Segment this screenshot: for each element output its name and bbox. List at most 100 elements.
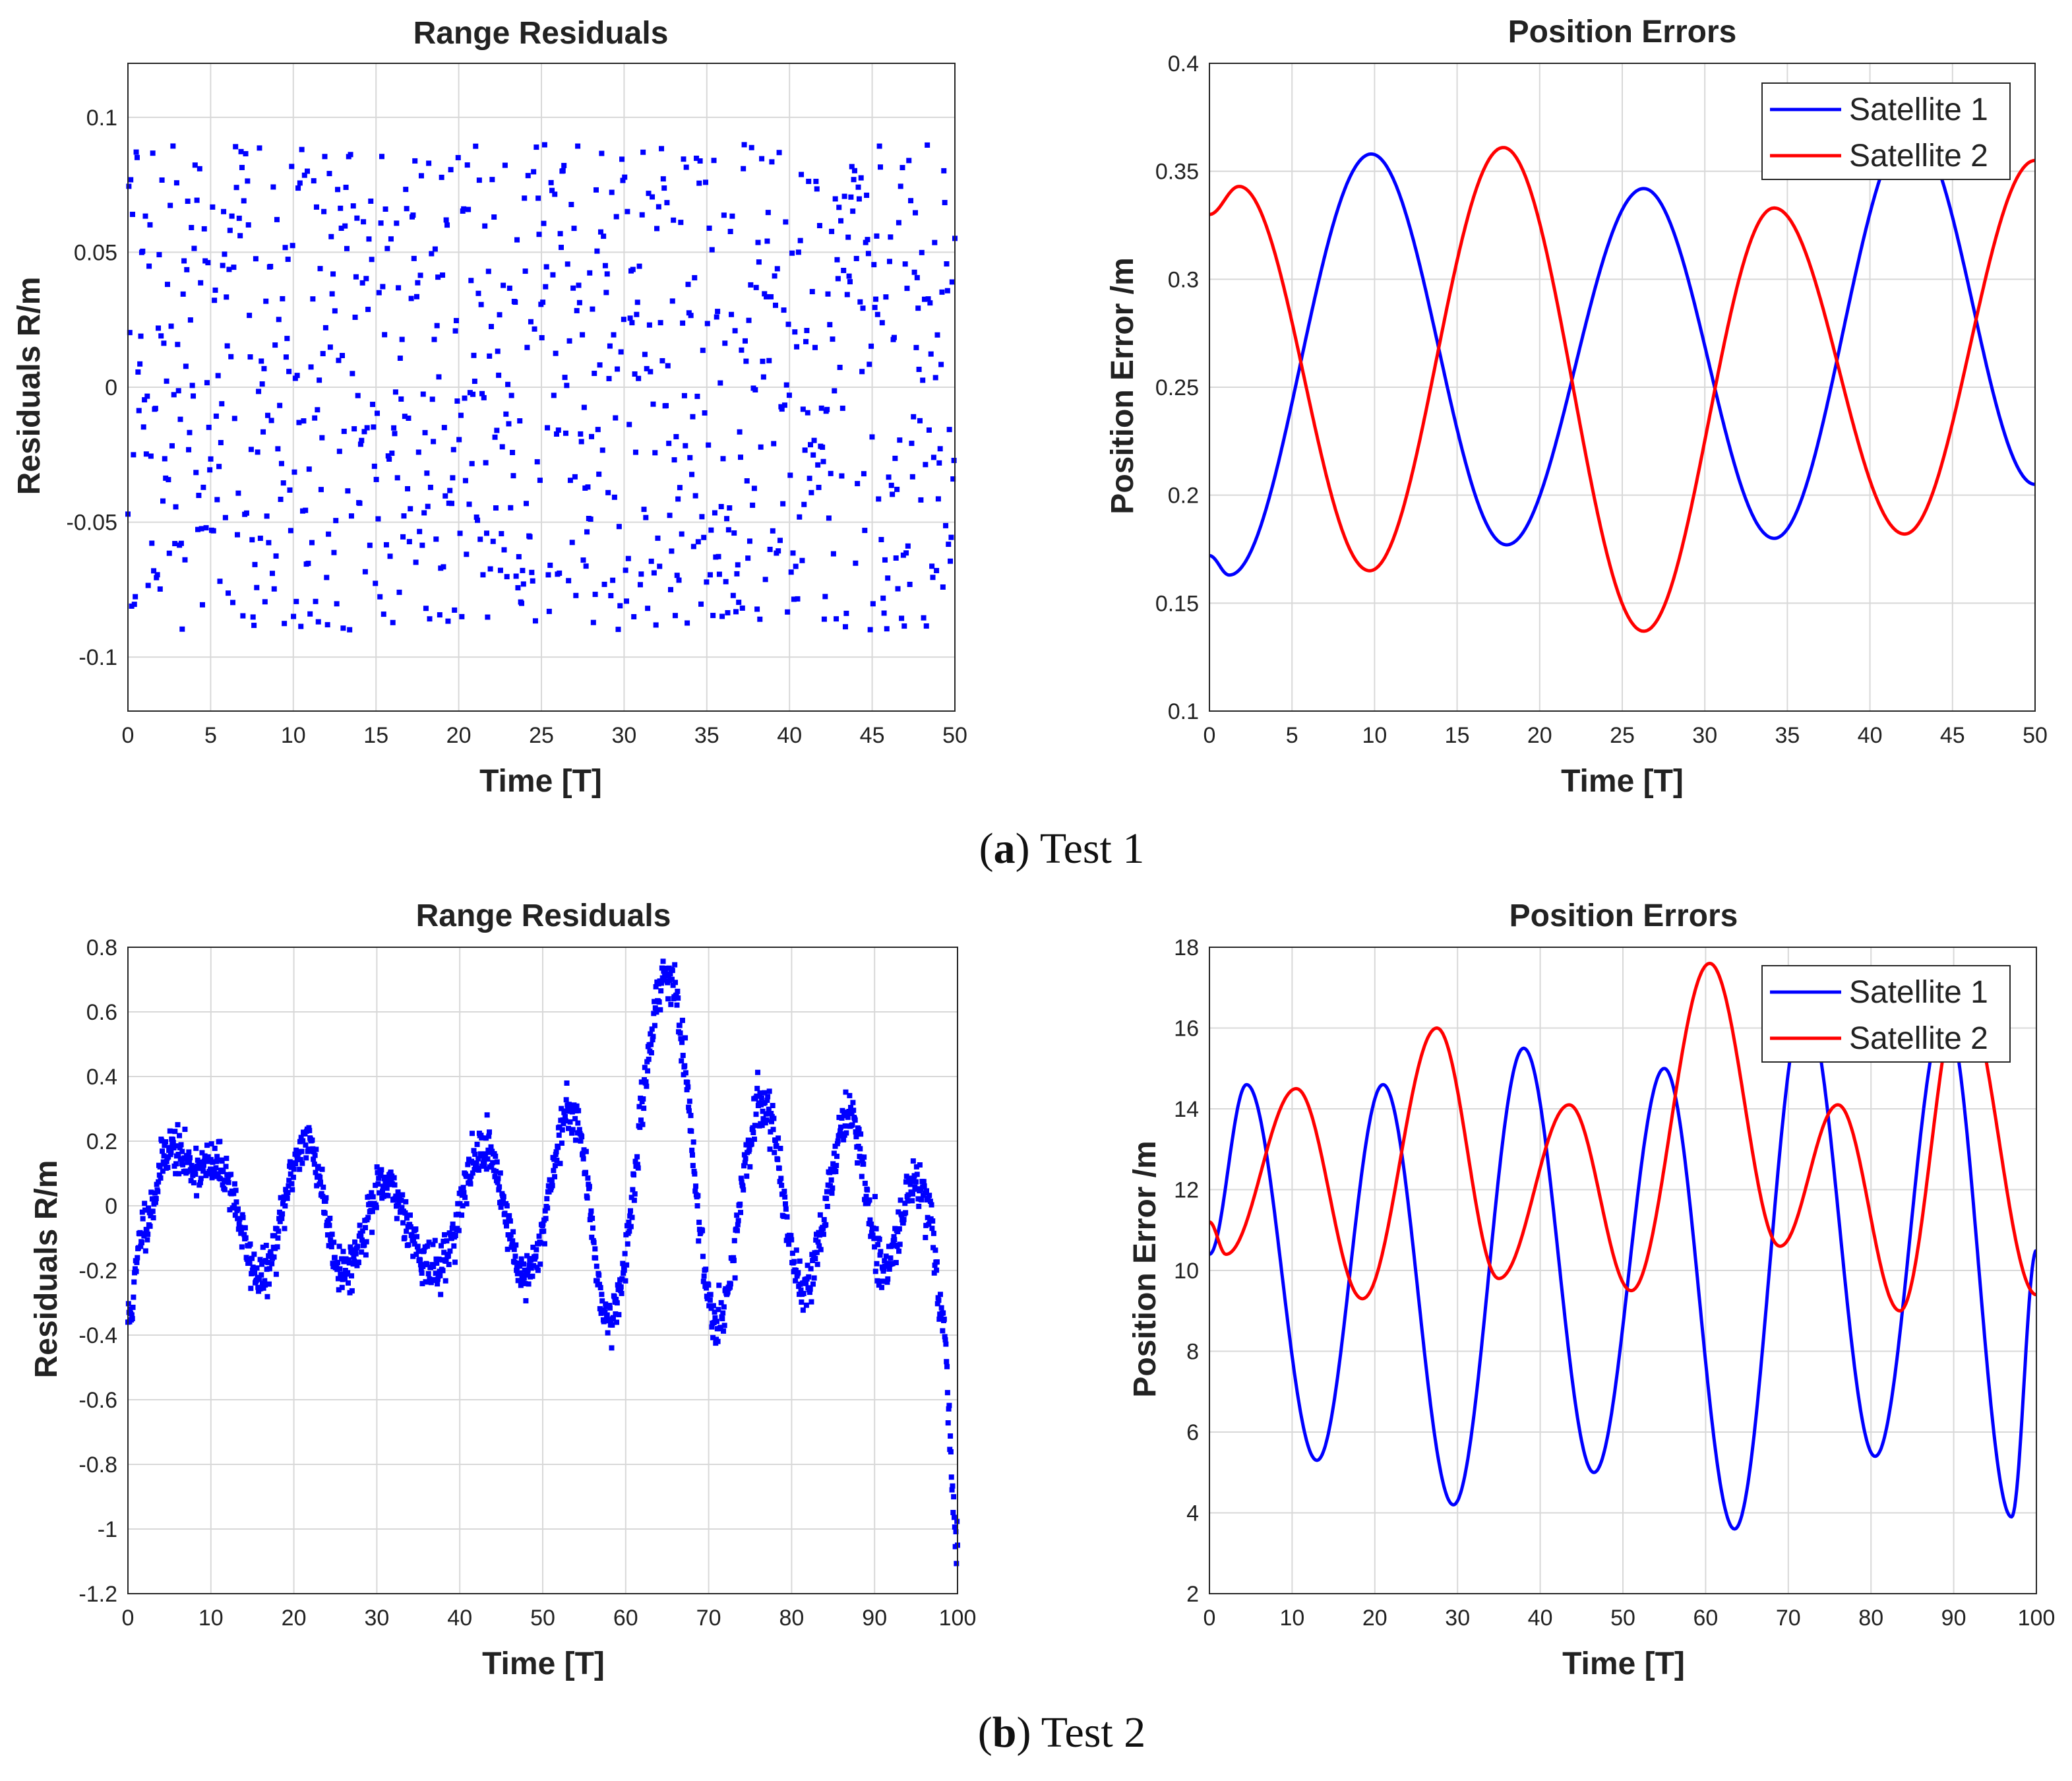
scatter-point — [306, 466, 312, 472]
scatter-point — [831, 1150, 837, 1156]
scatter-point — [814, 1249, 820, 1255]
scatter-point — [468, 1181, 473, 1187]
scatter-point — [906, 158, 912, 164]
scatter-point — [408, 1224, 413, 1230]
scatter-point — [252, 1270, 258, 1276]
scatter-point — [793, 1278, 799, 1284]
chart-title: Range Residuals — [413, 16, 669, 51]
scatter-point — [611, 494, 617, 500]
scatter-point — [756, 259, 762, 265]
scatter-point — [429, 251, 435, 257]
scatter-point — [192, 1166, 198, 1172]
scatter-point — [162, 456, 168, 462]
scatter-point — [258, 1286, 264, 1292]
scatter-point — [144, 393, 150, 399]
scatter-point — [322, 1210, 328, 1216]
scatter-point — [525, 173, 531, 179]
scatter-point — [865, 237, 870, 243]
scatter-point — [461, 1190, 467, 1196]
scatter-point — [522, 1280, 528, 1286]
scatter-point — [227, 228, 233, 234]
x-tick-label: 30 — [611, 723, 636, 748]
scatter-point — [266, 1281, 272, 1287]
scatter-point — [298, 1135, 304, 1140]
scatter-point — [324, 622, 330, 628]
scatter-point — [865, 251, 871, 257]
scatter-point — [741, 142, 747, 148]
scatter-point — [305, 1146, 311, 1152]
scatter-point — [273, 1271, 279, 1277]
scatter-point — [623, 1278, 628, 1284]
scatter-point — [329, 291, 335, 297]
scatter-point — [617, 1288, 623, 1294]
scatter-point — [752, 387, 758, 392]
x-tick-label: 80 — [779, 1606, 804, 1631]
scatter-point — [435, 1281, 441, 1287]
scatter-point — [787, 472, 793, 478]
scatter-point — [426, 1239, 432, 1245]
scatter-point — [157, 1164, 163, 1170]
scatter-point — [444, 1238, 450, 1244]
scatter-point — [323, 1195, 329, 1201]
chart-title: Position Errors — [1509, 898, 1738, 933]
scatter-point — [767, 1146, 773, 1152]
scatter-point — [755, 239, 761, 245]
scatter-point — [462, 395, 468, 401]
scatter-point — [597, 1285, 603, 1291]
scatter-point — [764, 1097, 770, 1103]
scatter-point — [450, 1221, 456, 1227]
scatter-point — [247, 1260, 253, 1266]
scatter-point — [408, 296, 414, 301]
scatter-point — [442, 1232, 448, 1237]
scatter-point — [561, 1121, 566, 1127]
scatter-point — [167, 1128, 173, 1134]
scatter-point — [871, 262, 877, 268]
scatter-point — [932, 1247, 938, 1253]
scatter-point — [599, 1292, 605, 1297]
scatter-point — [283, 1187, 289, 1193]
scatter-point — [921, 1179, 927, 1185]
scatter-point — [643, 515, 649, 520]
scatter-point — [377, 1190, 382, 1196]
scatter-point — [187, 317, 193, 323]
scatter-point — [320, 1184, 326, 1190]
scatter-point — [725, 1289, 731, 1295]
scatter-point — [570, 285, 576, 291]
scatter-point — [899, 1212, 905, 1218]
scatter-point — [193, 1145, 199, 1151]
scatter-point — [508, 1232, 514, 1238]
scatter-point — [795, 596, 801, 602]
scatter-point — [140, 1216, 146, 1222]
scatter-point — [431, 439, 437, 445]
scatter-point — [184, 1169, 190, 1175]
scatter-point — [553, 1149, 559, 1155]
scatter-point — [456, 1228, 462, 1234]
scatter-point — [137, 1230, 143, 1235]
scatter-point — [572, 1115, 578, 1121]
scatter-point — [583, 1170, 589, 1175]
scatter-point — [494, 1159, 500, 1165]
scatter-point — [639, 1099, 645, 1105]
scatter-point — [870, 601, 876, 607]
scatter-point — [768, 294, 774, 299]
scatter-point — [870, 1232, 876, 1238]
scatter-point — [514, 1270, 520, 1276]
scatter-point — [462, 1195, 468, 1201]
scatter-point — [440, 272, 446, 278]
scatter-point — [599, 447, 605, 453]
scatter-point — [445, 618, 451, 624]
scatter-point — [938, 1305, 944, 1311]
scatter-point — [160, 498, 166, 504]
scatter-point — [650, 1034, 656, 1040]
scatter-point — [859, 369, 865, 375]
scatter-point — [241, 198, 247, 204]
scatter-point — [855, 184, 861, 190]
scatter-point — [703, 1266, 709, 1272]
scatter-point — [405, 485, 411, 491]
scatter-point — [423, 606, 429, 611]
scatter-point — [520, 581, 526, 587]
scatter-point — [472, 1166, 477, 1172]
scatter-point — [672, 962, 678, 968]
scatter-point — [530, 1273, 535, 1279]
scatter-point — [652, 999, 657, 1005]
